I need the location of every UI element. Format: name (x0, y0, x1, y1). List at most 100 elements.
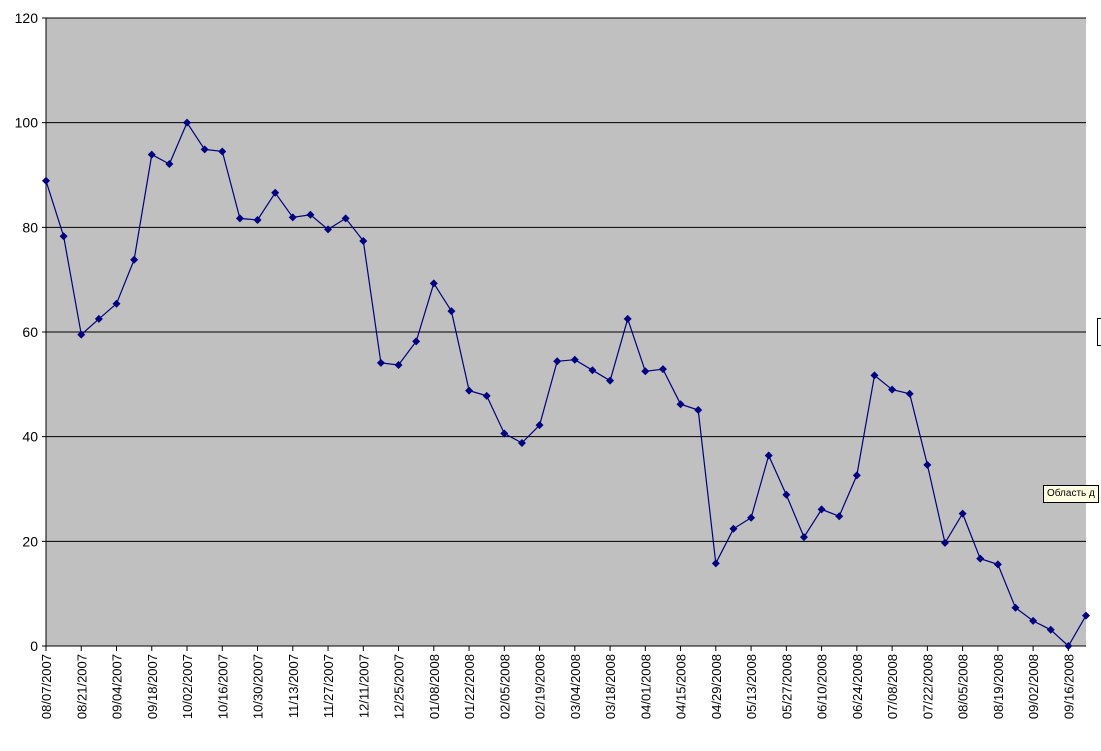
x-tick-label: 10/16/2007 (215, 654, 230, 719)
data-point (253, 216, 262, 225)
x-tick-label: 01/08/2008 (427, 654, 442, 719)
data-point (271, 188, 280, 197)
data-point (1029, 616, 1038, 625)
data-point (993, 560, 1002, 569)
data-point (94, 314, 103, 323)
x-tick-label: 04/15/2008 (674, 654, 689, 719)
data-point (658, 365, 667, 374)
data-point (500, 429, 509, 438)
legend-edge (1097, 318, 1101, 346)
data-point (1064, 642, 1073, 650)
data-point (376, 358, 385, 367)
data-point (729, 524, 738, 533)
data-point (112, 299, 121, 308)
x-tick-label: 12/11/2007 (356, 654, 371, 718)
series-markers (42, 118, 1090, 650)
data-point (535, 421, 544, 430)
x-tick-label: 01/22/2008 (462, 654, 477, 719)
x-tick-label: 08/07/2007 (39, 654, 54, 719)
data-point (623, 314, 632, 323)
x-tick-label: 06/24/2008 (850, 654, 865, 719)
y-tick-label: 0 (30, 638, 38, 654)
x-tick-label: 08/05/2008 (956, 654, 971, 719)
x-tick-label: 07/22/2008 (920, 654, 935, 719)
x-tick-label: 02/05/2008 (497, 654, 512, 719)
data-point (288, 213, 297, 222)
x-tick-label: 05/13/2008 (744, 654, 759, 719)
x-tick-label: 12/25/2007 (392, 654, 407, 719)
x-tick-label: 03/04/2008 (568, 654, 583, 719)
x-tick-label: 09/16/2008 (1061, 654, 1076, 719)
data-point (676, 400, 685, 409)
x-tick-label: 09/02/2008 (1026, 654, 1041, 719)
data-point (1046, 625, 1055, 634)
data-point (517, 438, 526, 447)
data-point (324, 225, 333, 234)
data-point (764, 451, 773, 460)
x-tick-label: 06/10/2008 (815, 654, 830, 719)
x-axis-ticks: 08/07/2007 08/21/2007 09/04/2007 09/18/2007… (39, 646, 1076, 719)
data-point (588, 366, 597, 375)
gridlines (46, 17, 1086, 542)
chart-area-tooltip: Область д (1043, 485, 1099, 503)
data-point (958, 509, 967, 518)
data-point (218, 147, 227, 156)
data-point (799, 533, 808, 542)
data-point (694, 405, 703, 414)
y-tick-label: 60 (22, 324, 38, 340)
x-tick-label: 05/27/2008 (779, 654, 794, 719)
data-point (870, 371, 879, 380)
data-point (429, 279, 438, 288)
data-point (77, 330, 86, 339)
x-tick-label: 08/21/2007 (74, 654, 89, 719)
data-point (147, 150, 156, 159)
data-point (976, 554, 985, 563)
data-point (923, 460, 932, 469)
data-point (606, 376, 615, 385)
data-point (359, 236, 368, 245)
x-tick-label: 07/08/2008 (885, 654, 900, 719)
y-tick-label: 80 (22, 219, 38, 235)
data-point (183, 118, 192, 127)
data-point (200, 145, 209, 154)
x-tick-label: 11/13/2007 (286, 654, 301, 718)
data-point (888, 385, 897, 394)
y-tick-label: 120 (15, 10, 39, 26)
data-point (570, 355, 579, 364)
data-point (852, 471, 861, 480)
data-point (306, 210, 315, 219)
data-point (42, 176, 50, 185)
x-tick-label: 11/27/2007 (321, 654, 336, 718)
data-point (711, 559, 720, 568)
data-point (447, 307, 456, 316)
data-point (1011, 603, 1020, 612)
data-point (641, 367, 650, 376)
data-point (1082, 611, 1090, 620)
data-point (130, 255, 139, 264)
data-point (465, 386, 474, 395)
data-point (235, 214, 244, 223)
y-tick-label: 20 (22, 533, 38, 549)
x-tick-label: 10/30/2007 (251, 654, 266, 719)
y-tick-label: 100 (15, 115, 39, 131)
data-point (905, 389, 914, 398)
data-point (940, 538, 949, 547)
x-tick-label: 02/19/2008 (533, 654, 548, 719)
data-point (412, 337, 421, 346)
data-point (747, 513, 756, 522)
y-tick-label: 40 (22, 429, 38, 445)
x-tick-label: 03/18/2008 (603, 654, 618, 719)
x-tick-label: 09/18/2007 (145, 654, 160, 719)
x-tick-label: 04/29/2008 (709, 654, 724, 719)
data-point (817, 505, 826, 514)
data-point (341, 214, 350, 223)
data-point (553, 357, 562, 366)
data-point (165, 160, 174, 169)
data-point (394, 360, 403, 369)
x-tick-label: 09/04/2007 (110, 654, 125, 719)
x-tick-label: 08/19/2008 (991, 654, 1006, 719)
x-tick-label: 10/02/2007 (180, 654, 195, 719)
data-point (482, 391, 491, 400)
data-point (782, 490, 791, 499)
